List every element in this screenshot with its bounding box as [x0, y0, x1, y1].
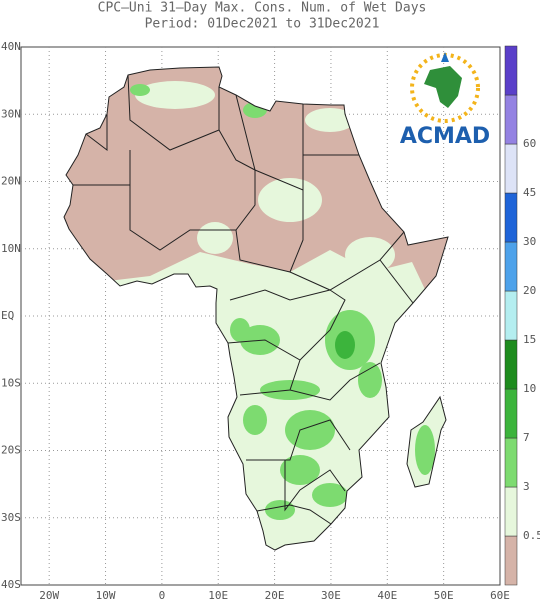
- lon-label: 0: [159, 589, 166, 600]
- colorbar-segment: [504, 388, 518, 439]
- lon-label: 30E: [321, 589, 341, 600]
- colorbar-label: 20: [523, 284, 536, 297]
- colorbar-label: 45: [523, 186, 536, 199]
- lat-label: 20S: [1, 444, 21, 457]
- colorbar-segment: [504, 241, 518, 292]
- lat-label: EQ: [1, 309, 14, 322]
- lon-labels: 20W 10W 0 10E 20E 30E 40E 50E 60E: [39, 589, 510, 600]
- lat-label: 10N: [1, 242, 21, 255]
- colorbar-segment: [504, 94, 518, 145]
- colorbar-segment: [504, 143, 518, 194]
- lat-label: 30S: [1, 511, 21, 524]
- colorbar-segment: [504, 535, 518, 586]
- colorbar-label: 0.5: [523, 529, 540, 542]
- colorbar-segment: [504, 290, 518, 341]
- colorbar-label: 60: [523, 137, 536, 150]
- lon-label: 60E: [490, 589, 510, 600]
- lat-label: 40N: [1, 40, 21, 53]
- colorbar: 0.5 3 7 10 15 20 30 45 60: [504, 45, 540, 586]
- colorbar-segment: [504, 339, 518, 390]
- colorbar-label: 3: [523, 480, 530, 493]
- colorbar-segment: [504, 437, 518, 488]
- logo: ACMAD: [400, 52, 490, 149]
- lat-label: 10S: [1, 376, 21, 389]
- lat-label: 30N: [1, 107, 21, 120]
- lat-labels: 40N 30N 20N 10N EQ 10S 20S 30S 40S: [1, 40, 21, 591]
- colorbar-label: 10: [523, 382, 536, 395]
- colorbar-segment: [504, 192, 518, 243]
- lat-label: 40S: [1, 578, 21, 591]
- country-borders: [73, 74, 414, 525]
- lon-label: 40E: [377, 589, 397, 600]
- colorbar-label: 15: [523, 333, 536, 346]
- colorbar-segment: [504, 486, 518, 537]
- colorbar-segment: [504, 45, 518, 96]
- colorbar-label: 7: [523, 431, 530, 444]
- lon-label: 10E: [208, 589, 228, 600]
- lon-label: 20E: [265, 589, 285, 600]
- lon-label: 50E: [434, 589, 454, 600]
- lon-label: 10W: [96, 589, 116, 600]
- logo-text: ACMAD: [400, 124, 490, 149]
- title: CPC–Uni 31–Day Max. Cons. Num. of Wet Da…: [98, 1, 427, 16]
- lon-label: 20W: [39, 589, 59, 600]
- colorbar-label: 30: [523, 235, 536, 248]
- period: Period: 01Dec2021 to 31Dec2021: [145, 17, 380, 32]
- lat-label: 20N: [1, 175, 21, 188]
